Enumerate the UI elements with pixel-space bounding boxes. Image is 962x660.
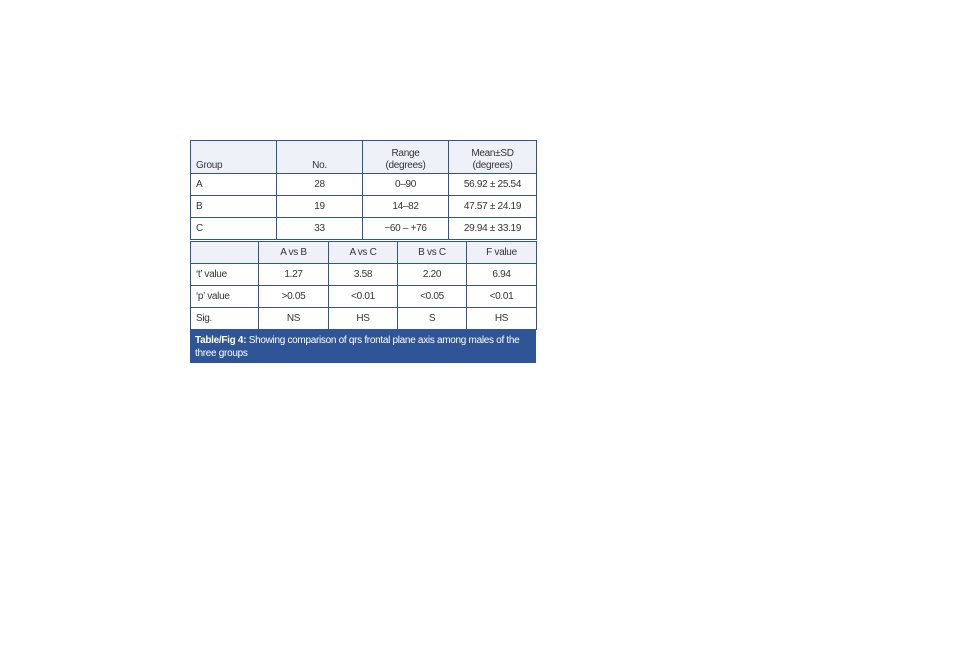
cell: HS: [328, 307, 398, 330]
cell: <0.01: [466, 285, 537, 308]
row: C 33 −60 – +76 29.94 ± 33.19: [190, 217, 537, 240]
cell: 14–82: [362, 195, 449, 218]
row: A 28 0–90 56.92 ± 25.54: [190, 173, 537, 196]
caption-text: Showing comparison of qrs frontal plane …: [195, 335, 520, 359]
header-cell: Range (degrees): [362, 140, 449, 174]
cell: S: [397, 307, 467, 330]
cell: 6.94: [466, 263, 537, 286]
cell: 1.27: [258, 263, 329, 286]
header-cell: Mean±SD (degrees): [448, 140, 537, 174]
cell: 56.92 ± 25.54: [448, 173, 537, 196]
cell: ‘p’ value: [190, 285, 259, 308]
header-cell: F value: [466, 241, 537, 264]
cell: HS: [466, 307, 537, 330]
caption-label: Table/Fig 4:: [195, 335, 247, 346]
cell: NS: [258, 307, 329, 330]
caption: Table/Fig 4: Showing comparison of qrs f…: [190, 330, 536, 363]
cell: 47.57 ± 24.19: [448, 195, 537, 218]
cell: ‘t’ value: [190, 263, 259, 286]
stats-table: Group No. Range (degrees) Mean±SD (degrees)…: [190, 140, 537, 240]
row: Sig. NS HS S HS: [190, 307, 537, 330]
row: ‘p’ value >0.05 <0.01 <0.05 <0.01: [190, 285, 537, 308]
header-cell: No.: [276, 140, 363, 174]
cell: <0.05: [397, 285, 467, 308]
cell: 19: [276, 195, 363, 218]
header-row: Group No. Range (degrees) Mean±SD (degrees): [190, 140, 537, 174]
cell: <0.01: [328, 285, 398, 308]
header-cell: A vs C: [328, 241, 398, 264]
cell: Sig.: [190, 307, 259, 330]
header-cell: B vs C: [397, 241, 467, 264]
header-cell: Group: [190, 140, 277, 174]
cell: 29.94 ± 33.19: [448, 217, 537, 240]
cell: >0.05: [258, 285, 329, 308]
header-cell: A vs B: [258, 241, 329, 264]
cell: 28: [276, 173, 363, 196]
cell: C: [190, 217, 277, 240]
cell: 3.58: [328, 263, 398, 286]
cell: 0–90: [362, 173, 449, 196]
cell: 2.20: [397, 263, 467, 286]
row: ‘t’ value 1.27 3.58 2.20 6.94: [190, 263, 537, 286]
cell: A: [190, 173, 277, 196]
header-cell: [190, 241, 259, 264]
row: B 19 14–82 47.57 ± 24.19: [190, 195, 537, 218]
cell: 33: [276, 217, 363, 240]
cell: B: [190, 195, 277, 218]
cell: −60 – +76: [362, 217, 449, 240]
